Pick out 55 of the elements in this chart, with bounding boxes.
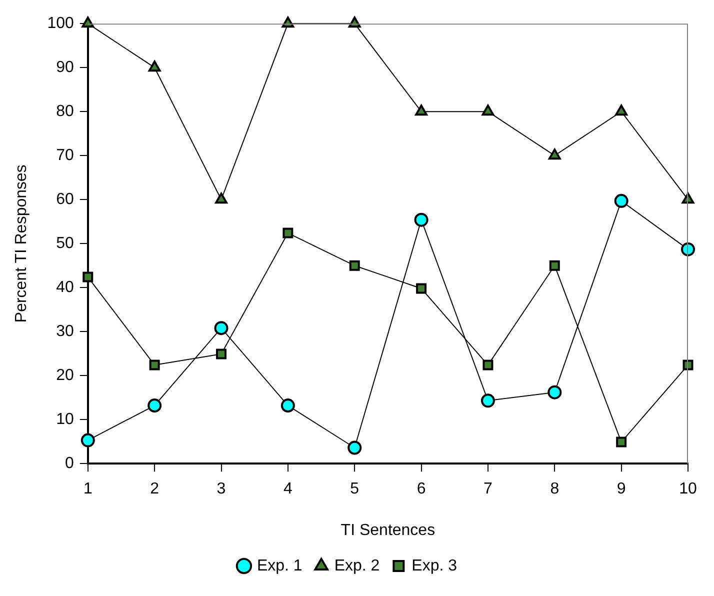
- x-tick-label: 6: [416, 480, 426, 498]
- point: [282, 16, 294, 28]
- y-tick-label: 80: [56, 103, 74, 120]
- point: [80, 433, 95, 448]
- point: [616, 436, 627, 448]
- point: [82, 16, 94, 28]
- x-tick-label: 3: [216, 480, 226, 498]
- point: [82, 272, 94, 282]
- x-tick-label: 7: [484, 480, 493, 498]
- point: [682, 192, 694, 204]
- point: [148, 60, 161, 72]
- y-tick-label: 40: [56, 279, 74, 296]
- x-axis-title: TI Sentences: [340, 522, 436, 539]
- y-tick-label: 90: [56, 59, 74, 76]
- legend-label: Exp. 3: [412, 557, 458, 574]
- x-tick-label: 2: [150, 480, 160, 498]
- point: [349, 260, 360, 271]
- point: [214, 321, 228, 336]
- x-tick-label: 8: [550, 480, 560, 498]
- point: [549, 260, 560, 271]
- point: [148, 398, 162, 413]
- y-tick-label: 50: [56, 235, 74, 252]
- y-tick-label: 20: [56, 367, 74, 384]
- point: [215, 192, 228, 204]
- x-tick-label: 5: [350, 480, 360, 498]
- y-tick-label: 100: [47, 15, 74, 32]
- x-tick-label: 9: [616, 480, 626, 498]
- point: [216, 348, 226, 360]
- x-tick-label: 10: [679, 480, 697, 498]
- point: [282, 228, 294, 238]
- point: [416, 283, 427, 294]
- y-tick-label: 10: [56, 411, 74, 428]
- point: [681, 242, 695, 256]
- legend-label: Exp. 2: [334, 557, 380, 574]
- point: [415, 104, 428, 116]
- point: [615, 104, 628, 116]
- point: [280, 398, 295, 413]
- point: [480, 394, 495, 408]
- point: [348, 440, 362, 455]
- y-tick-label: 60: [56, 191, 74, 208]
- y-tick-label: 0: [64, 455, 74, 472]
- point: [482, 104, 494, 116]
- point: [348, 16, 361, 28]
- point: [548, 385, 562, 400]
- y-tick-label: 70: [56, 147, 74, 164]
- point: [548, 148, 561, 160]
- point: [149, 360, 160, 370]
- y-tick-label: 30: [56, 323, 74, 340]
- legend-label: Exp. 1: [256, 557, 302, 574]
- point: [414, 212, 428, 227]
- x-tick-label: 4: [283, 480, 292, 498]
- point: [482, 360, 494, 370]
- y-axis-title: Percent TI Responses: [13, 164, 30, 323]
- point: [614, 194, 628, 208]
- x-tick-label: 1: [83, 480, 92, 498]
